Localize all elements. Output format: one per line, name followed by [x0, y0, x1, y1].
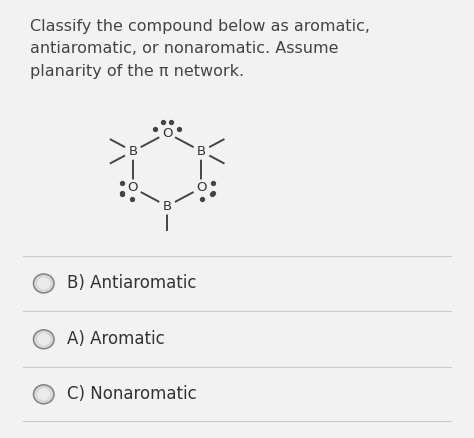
Circle shape	[125, 144, 141, 159]
Text: B: B	[163, 200, 172, 212]
Circle shape	[37, 333, 50, 345]
Text: C) Nonaromatic: C) Nonaromatic	[67, 385, 197, 403]
Circle shape	[37, 389, 50, 400]
Text: O: O	[128, 181, 138, 194]
Circle shape	[34, 274, 54, 293]
Circle shape	[34, 330, 54, 349]
Circle shape	[125, 180, 141, 196]
Text: B: B	[197, 145, 206, 158]
Text: B: B	[128, 145, 137, 158]
Circle shape	[34, 385, 54, 404]
Text: A) Aromatic: A) Aromatic	[67, 330, 165, 348]
Circle shape	[193, 144, 210, 159]
Text: O: O	[162, 127, 173, 140]
Circle shape	[193, 180, 210, 196]
Text: B) Antiaromatic: B) Antiaromatic	[67, 275, 197, 293]
Circle shape	[159, 198, 175, 214]
Text: O: O	[196, 181, 207, 194]
Circle shape	[37, 277, 50, 290]
Text: Classify the compound below as aromatic,
antiaromatic, or nonaromatic. Assume
pl: Classify the compound below as aromatic,…	[30, 19, 370, 78]
Circle shape	[159, 125, 175, 141]
